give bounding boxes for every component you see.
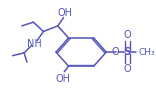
Text: NH: NH — [27, 39, 41, 49]
Text: O: O — [123, 64, 131, 74]
Text: O: O — [123, 30, 131, 40]
Text: O: O — [111, 47, 119, 57]
Text: S: S — [123, 47, 131, 57]
Text: CH₃: CH₃ — [139, 48, 155, 57]
Text: OH: OH — [57, 8, 73, 18]
Text: OH: OH — [55, 74, 70, 84]
